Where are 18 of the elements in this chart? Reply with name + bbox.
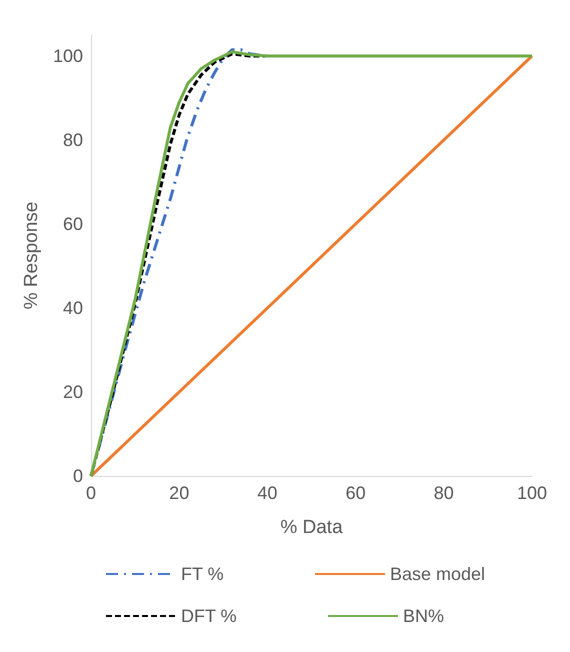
y-tick-label: 80 (62, 130, 83, 150)
legend-label: FT % (181, 564, 224, 584)
y-axis-title: % Response (21, 202, 42, 310)
x-tick-label: 20 (169, 483, 190, 503)
x-tick-label: 80 (434, 483, 454, 503)
x-tick-label: 100 (516, 483, 548, 503)
x-tick-label: 0 (86, 483, 96, 503)
x-axis-title: % Data (280, 517, 344, 538)
y-tick-label: 40 (62, 298, 83, 318)
legend-label: Base model (390, 564, 486, 584)
x-tick-label: 60 (346, 483, 366, 503)
y-tick-label: 100 (52, 46, 83, 66)
legend-label: BN% (402, 606, 444, 626)
y-tick-label: 20 (62, 382, 83, 402)
y-tick-label: 60 (62, 214, 83, 234)
legend-label: DFT % (181, 606, 237, 626)
x-tick-label: 40 (257, 483, 278, 503)
y-tick-label: 0 (72, 466, 83, 486)
